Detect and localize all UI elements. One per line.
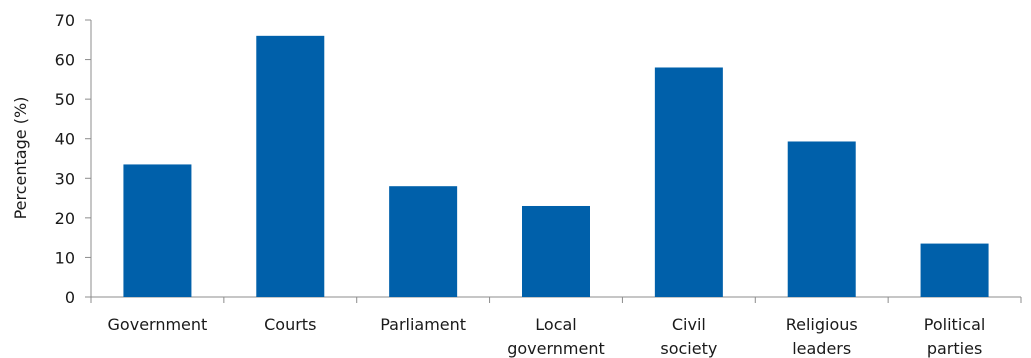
y-axis: 0 10 20 30 40 50 60 70 [55, 11, 92, 307]
x-tick-label: Political [924, 315, 986, 334]
bar [123, 164, 192, 297]
x-tick-label: Courts [264, 315, 316, 334]
x-tick-label: parties [927, 339, 982, 358]
bars [123, 35, 989, 297]
x-tick-label: government [507, 339, 605, 358]
y-tick-label: 70 [55, 11, 75, 30]
bar [389, 186, 458, 297]
y-tick-label: 10 [55, 248, 75, 267]
bar [920, 243, 989, 297]
x-tick-label: society [660, 339, 717, 358]
bar [256, 35, 325, 297]
bar [654, 67, 723, 297]
y-axis-title: Percentage (%) [11, 97, 30, 220]
y-tick-label: 30 [55, 169, 75, 188]
x-axis: Government Courts Parliament Local governmen… [90, 296, 1022, 358]
x-tick-label: Parliament [380, 315, 466, 334]
x-tick-label: leaders [792, 339, 851, 358]
x-tick-label: Civil [672, 315, 706, 334]
bar [787, 141, 856, 297]
x-tick-label: Government [108, 315, 208, 334]
y-tick-label: 40 [55, 130, 75, 149]
x-tick-label: Local [535, 315, 576, 334]
y-tick-label: 20 [55, 209, 75, 228]
y-tick-label: 0 [65, 288, 75, 307]
y-tick-label: 60 [55, 51, 75, 70]
y-tick-label: 50 [55, 90, 75, 109]
bar [522, 205, 590, 297]
x-tick-label: Religious [786, 315, 858, 334]
